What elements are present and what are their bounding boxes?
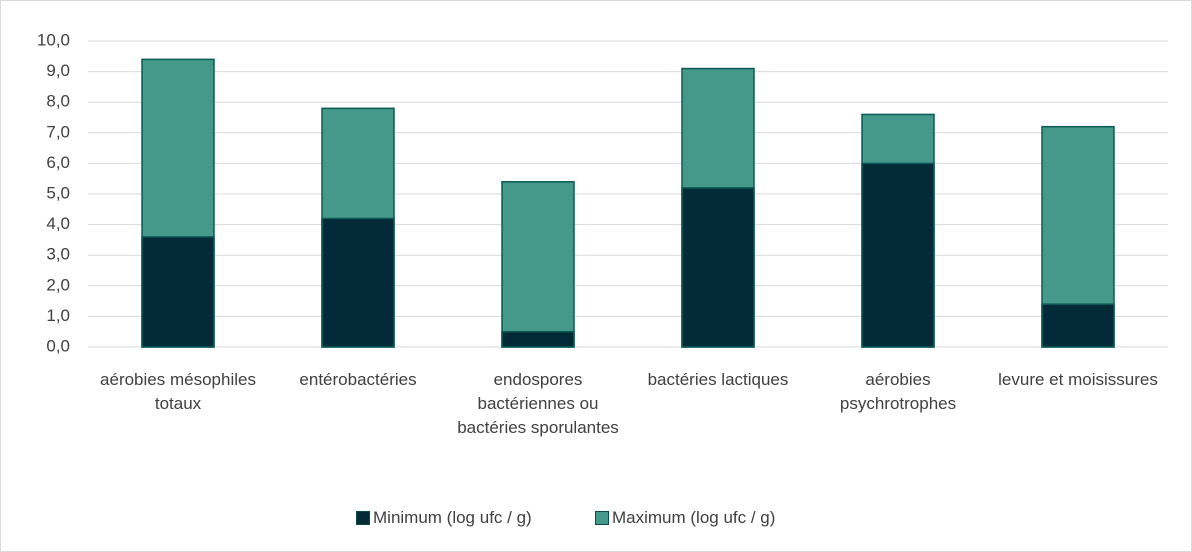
x-tick-label: entérobactéries [299,370,417,389]
y-tick-label: 9,0 [46,61,70,80]
x-tick-label: levure et moisissures [998,370,1158,389]
bar [861,162,935,348]
x-tick-label: aérobies mésophiles totaux [100,370,256,413]
y-tick-label: 7,0 [46,122,70,141]
bar [141,236,215,348]
y-tick-label: 10,0 [37,30,70,49]
x-tick-label: endospores bactériennes ou bactéries spo… [457,370,619,437]
x-tick-label: bactéries lactiques [647,370,789,389]
bar [501,181,575,348]
bar [681,187,755,348]
y-tick-label: 1,0 [46,306,70,325]
legend-item: Maximum (log ufc / g) [595,508,775,528]
y-tick-label: 6,0 [46,153,70,172]
y-tick-label: 2,0 [46,275,70,294]
y-tick-label: 4,0 [46,214,70,233]
bar [321,217,395,348]
bar [501,330,575,348]
legend-swatch [595,511,609,525]
legend-swatch [356,511,370,525]
y-tick-label: 8,0 [46,92,70,111]
bar [1041,303,1115,348]
legend-label: Minimum (log ufc / g) [373,508,532,527]
legend-label: Maximum (log ufc / g) [612,508,776,527]
y-tick-label: 0,0 [46,336,70,355]
x-tick-label: aérobies psychrotrophes [839,370,957,413]
y-tick-label: 5,0 [46,183,70,202]
y-tick-label: 3,0 [46,245,70,264]
legend-item: Minimum (log ufc / g) [356,508,532,528]
